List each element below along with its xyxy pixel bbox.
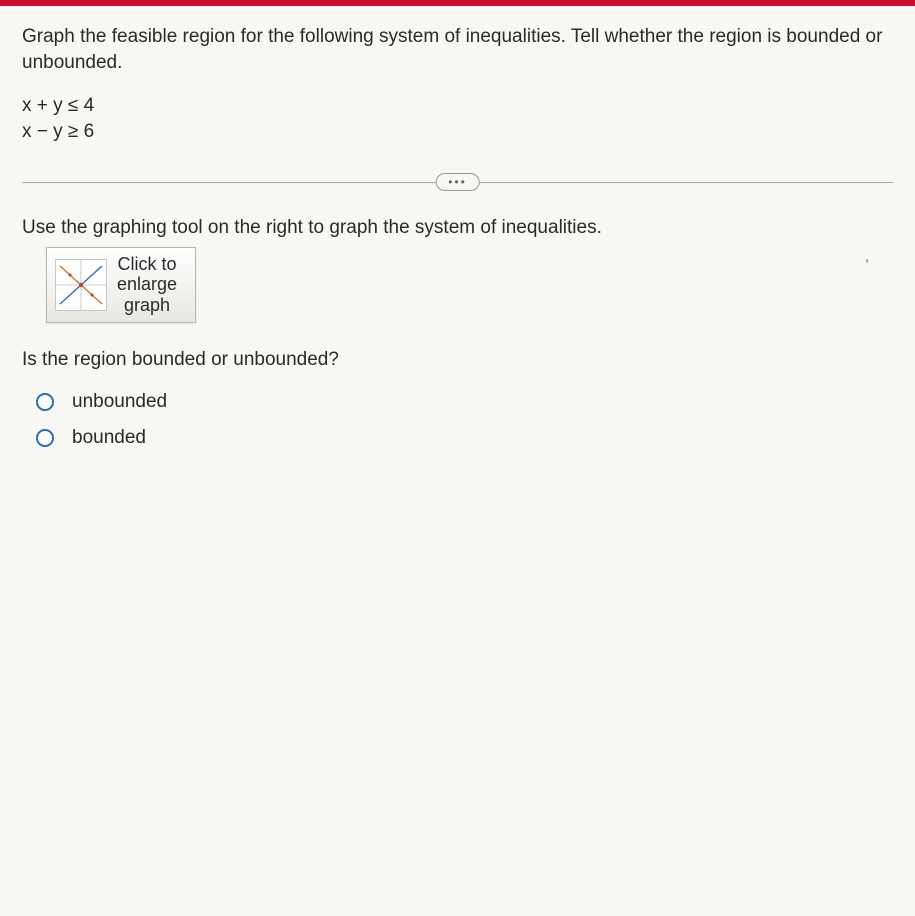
option-bounded[interactable]: bounded — [36, 427, 893, 449]
bounded-question: Is the region bounded or unbounded? — [22, 349, 893, 371]
enlarge-graph-button[interactable]: Click to enlarge graph — [46, 247, 196, 323]
graph-btn-line3: graph — [117, 295, 177, 316]
graph-instruction: Use the graphing tool on the right to gr… — [22, 217, 893, 239]
answer-options: unbounded bounded — [36, 391, 893, 449]
graph-btn-line2: enlarge — [117, 274, 177, 295]
enlarge-graph-label: Click to enlarge graph — [117, 254, 177, 316]
radio-icon — [36, 429, 54, 447]
radio-icon — [36, 393, 54, 411]
stray-mark: , — [865, 248, 869, 264]
graph-thumbnail-icon — [55, 259, 107, 311]
option-label: unbounded — [72, 391, 167, 413]
inequality-system: x + y ≤ 4 x − y ≥ 6 — [22, 93, 893, 144]
inequality-2: x − y ≥ 6 — [22, 119, 893, 145]
section-divider: ••• — [22, 173, 893, 191]
expand-pill-button[interactable]: ••• — [435, 173, 480, 191]
inequality-1: x + y ≤ 4 — [22, 93, 893, 119]
graph-btn-line1: Click to — [117, 254, 177, 275]
question-panel: Graph the feasible region for the follow… — [0, 6, 915, 916]
question-prompt: Graph the feasible region for the follow… — [22, 24, 893, 75]
option-unbounded[interactable]: unbounded — [36, 391, 893, 413]
option-label: bounded — [72, 427, 146, 449]
